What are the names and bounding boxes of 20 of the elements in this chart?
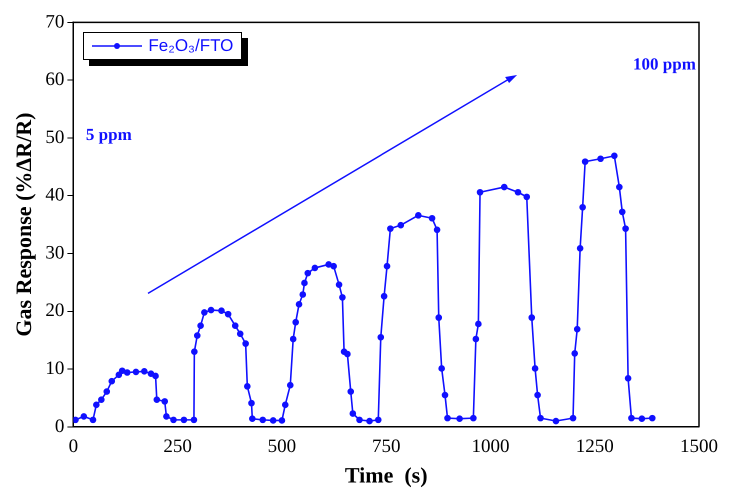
x-tick-label: 500 (268, 436, 296, 458)
x-tick-label: 750 (372, 436, 400, 458)
y-tick-label: 20 (45, 300, 64, 322)
y-tick-label: 10 (45, 358, 64, 380)
annotation: 100 ppm (633, 54, 696, 74)
legend-label: Fe₂O₃/FTO (148, 36, 234, 56)
x-tick-label: 0 (68, 436, 78, 458)
x-tick-label: 1250 (576, 436, 614, 458)
y-tick-label: 50 (45, 126, 64, 148)
y-tick-label: 70 (45, 11, 64, 32)
y-tick-label: 0 (54, 416, 64, 437)
x-tick-label: 250 (163, 436, 192, 458)
y-tick-label: 40 (45, 184, 64, 206)
x-axis-title: Time (s) (344, 462, 428, 488)
y-axis-title: Gas Response (%ΔR/R) (10, 112, 36, 337)
annotation: 5 ppm (86, 125, 132, 144)
y-tick-label: 60 (45, 69, 64, 90)
y-tick-label: 30 (45, 242, 64, 264)
x-tick-label: 1000 (471, 436, 510, 458)
x-tick-label: 1500 (680, 436, 718, 458)
